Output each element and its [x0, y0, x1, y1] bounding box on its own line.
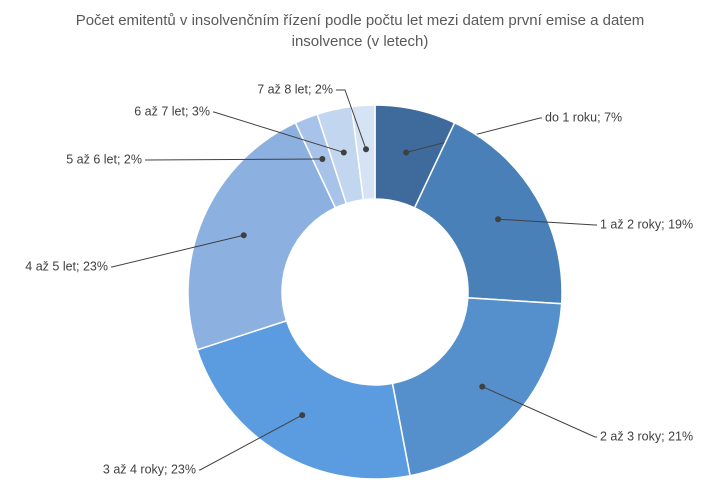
leader-dot — [479, 383, 486, 390]
data-label: 4 až 5 let; 23% — [25, 259, 108, 273]
leader-line — [482, 386, 597, 438]
leader-dot — [403, 149, 410, 156]
leader-dot — [319, 156, 326, 163]
leader-line — [111, 234, 244, 268]
leader-dot — [240, 232, 247, 239]
donut-slice — [350, 104, 376, 201]
leader-line — [213, 111, 344, 153]
data-label: 6 až 7 let; 3% — [134, 104, 210, 118]
chart-title: Počet emitentů v insolvenčním řízení pod… — [75, 12, 645, 50]
data-label: 7 až 8 let; 2% — [257, 82, 333, 96]
leader-line — [199, 414, 303, 471]
donut-slice — [413, 121, 563, 305]
leader-dot — [495, 216, 502, 223]
leader-line — [336, 89, 367, 150]
data-label: 3 až 4 roky; 23% — [103, 462, 196, 476]
leader-line — [145, 158, 323, 161]
donut-slice — [196, 319, 411, 480]
data-label: 1 až 2 roky; 19% — [600, 217, 693, 231]
leader-line — [498, 218, 597, 226]
data-label: do 1 roku; 7% — [545, 110, 622, 124]
donut-slice — [187, 121, 337, 351]
leader-dot — [299, 412, 306, 419]
donut-slice — [391, 297, 563, 477]
leader-dot — [363, 146, 370, 153]
data-label: 2 až 3 roky; 21% — [600, 429, 693, 443]
leader-dot — [340, 149, 347, 156]
data-label: 5 až 6 let; 2% — [66, 152, 142, 166]
